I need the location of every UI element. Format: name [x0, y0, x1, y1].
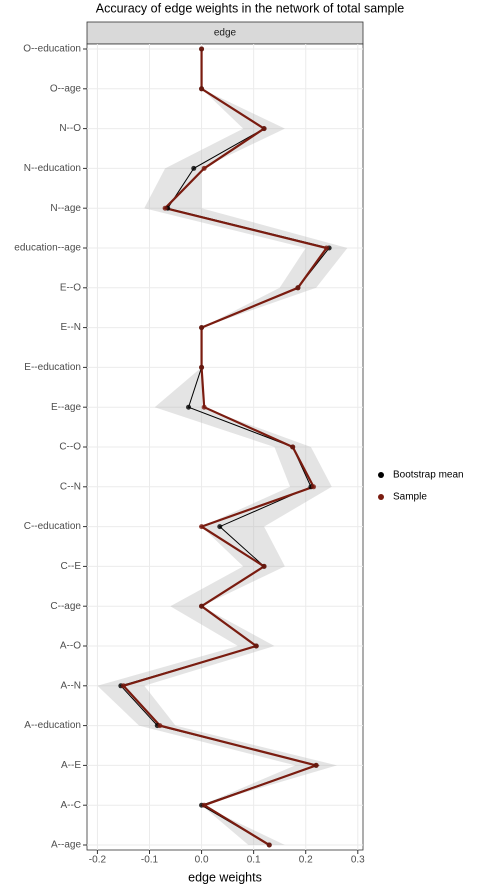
y-tick-label: C--N: [60, 481, 81, 492]
point: [217, 524, 223, 530]
y-tick-label: C--O: [59, 442, 81, 453]
x-tick-label: 0.3: [351, 855, 365, 866]
y-tick-label: A--C: [60, 800, 81, 811]
y-tick-label: A--age: [51, 840, 81, 851]
x-axis-title: edge weights: [188, 870, 262, 884]
point: [261, 563, 267, 569]
chart-title: Accuracy of edge weights in the network …: [96, 1, 405, 15]
point: [199, 364, 205, 370]
point: [199, 46, 205, 52]
point: [199, 86, 205, 92]
y-tick-label: E--O: [60, 282, 81, 293]
x-tick-label: 0.1: [247, 855, 261, 866]
legend-label: Sample: [393, 492, 427, 503]
y-tick-label: N--education: [24, 163, 81, 174]
y-tick-label: A--E: [61, 760, 81, 771]
point: [191, 165, 197, 171]
point: [311, 484, 317, 490]
ci-band: [97, 49, 348, 845]
x-tick-label: 0.2: [299, 855, 313, 866]
y-tick-label: E--education: [24, 362, 81, 373]
legend-label: Bootstrap mean: [393, 470, 464, 481]
point: [186, 404, 192, 410]
point: [199, 524, 205, 530]
legend-marker: [378, 494, 384, 500]
y-tick-label: C--age: [50, 601, 81, 612]
point: [313, 762, 319, 768]
y-tick-label: E--N: [60, 322, 81, 333]
y-tick-label: C--E: [60, 561, 81, 572]
x-tick-label: -0.1: [141, 855, 159, 866]
point: [253, 643, 259, 649]
point: [199, 603, 205, 609]
x-tick-label: -0.2: [89, 855, 107, 866]
y-tick-label: E--age: [51, 402, 81, 413]
x-tick-label: 0.0: [195, 855, 209, 866]
point: [120, 683, 126, 689]
y-tick-label: O--age: [50, 83, 82, 94]
point: [162, 205, 168, 211]
point: [290, 444, 296, 450]
point: [261, 126, 267, 132]
point: [199, 325, 205, 331]
point: [157, 723, 163, 729]
strip-label: edge: [214, 28, 237, 39]
y-tick-label: A--N: [60, 680, 81, 691]
point: [266, 842, 272, 848]
point: [201, 404, 207, 410]
point: [201, 802, 207, 808]
y-tick-label: C--education: [24, 521, 81, 532]
legend-marker: [378, 472, 384, 478]
y-tick-label: O--education: [23, 44, 81, 55]
y-tick-label: education--age: [14, 243, 81, 254]
y-tick-label: A--education: [24, 720, 81, 731]
point: [295, 285, 301, 291]
y-tick-label: N--O: [59, 123, 81, 134]
point: [201, 165, 207, 171]
point: [324, 245, 330, 251]
y-tick-label: N--age: [50, 203, 81, 214]
y-tick-label: A--O: [60, 641, 81, 652]
